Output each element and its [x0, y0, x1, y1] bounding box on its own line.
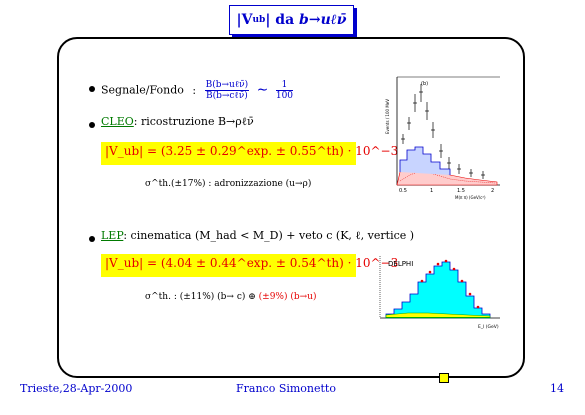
content-frame [57, 37, 525, 378]
sim-symbol: ∼ [256, 81, 269, 98]
item-cleo: CLEO: ricostruzione B→ρℓν̄ [101, 115, 254, 128]
bullet-1 [89, 86, 95, 92]
bullet-2 [89, 122, 95, 128]
cleo-tick-3: 1.5 [457, 188, 465, 194]
slide-title: |V ub | da b→uℓν̄ [229, 5, 354, 35]
lep-text: : cinematica (M_had < M_D) + veto c (K, … [123, 229, 415, 242]
frame-nav-marker[interactable] [439, 373, 449, 383]
colon: : [192, 83, 197, 97]
ratio-numerator: 1 [275, 80, 294, 91]
title-sub: ub [252, 15, 266, 25]
branching-fraction: B(b→uℓν̄) B(b→cℓν̄) [204, 80, 250, 101]
signal-background-label: Segnale/Fondo [101, 83, 184, 97]
title-middle: | da [265, 12, 300, 28]
lep-plot-tag: DELPHI [388, 260, 413, 268]
lep-note-black: σ^th. : (±11%) (b→ c) ⊕ [145, 292, 259, 302]
cleo-plot-tag: (b) [421, 81, 428, 87]
cleo-mass-plot: (b) Events / 100 MeV 0.5 1 1.5 2 M(π π) … [385, 76, 500, 200]
cleo-tick-4: 2 [491, 188, 494, 194]
bullet-3 [89, 236, 95, 242]
cleo-tick-2: 1 [430, 188, 433, 194]
lep-link[interactable]: LEP [101, 229, 124, 242]
lep-theory-note: σ^th. : (±11%) (b→ c) ⊕ (±9%) (b→u) [145, 292, 316, 302]
title-prefix: |V [236, 12, 253, 28]
cleo-plot-ylabel: Events / 100 MeV [385, 99, 390, 134]
cleo-vub-formula: |V_ub| = (3.25 ± 0.29^exp. ± 0.55^th) · … [101, 142, 398, 165]
title-decay: b→uℓν̄ [299, 11, 347, 28]
item-lep: LEP: cinematica (M_had < M_D) + veto c (… [101, 229, 414, 242]
lep-note-red: (±9%) (b→u) [258, 292, 317, 302]
lep-lepton-energy-plot: DELPHI E_l (GeV) [379, 256, 500, 330]
cleo-theory-note: σ^th.(±17%) : adronizzazione (u→ρ) [145, 179, 312, 189]
ratio-denominator: 100 [275, 91, 294, 101]
cleo-tick-1: 0.5 [399, 188, 407, 194]
lep-vub-formula: |V_ub| = (4.04 ± 0.44^exp. ± 0.54^th) · … [101, 254, 398, 277]
ratio-fraction: 1 100 [275, 80, 294, 101]
footer-author: Franco Simonetto [236, 382, 336, 395]
lep-plot-xlabel: E_l (GeV) [478, 324, 499, 330]
fraction-denominator: B(b→cℓν̄) [205, 91, 248, 101]
item-signal-background: Segnale/Fondo : B(b→uℓν̄) B(b→cℓν̄) ∼ 1 … [101, 80, 294, 101]
footer-page-number: 14 [550, 382, 564, 395]
cleo-text: : ricostruzione B→ρℓν̄ [133, 115, 254, 128]
footer-location-date: Trieste,28-Apr-2000 [20, 382, 133, 395]
cleo-plot-xlabel: M(π π) (GeV/c²) [455, 195, 486, 200]
cleo-link[interactable]: CLEO [101, 115, 134, 128]
fraction-numerator: B(b→uℓν̄) [204, 80, 250, 91]
